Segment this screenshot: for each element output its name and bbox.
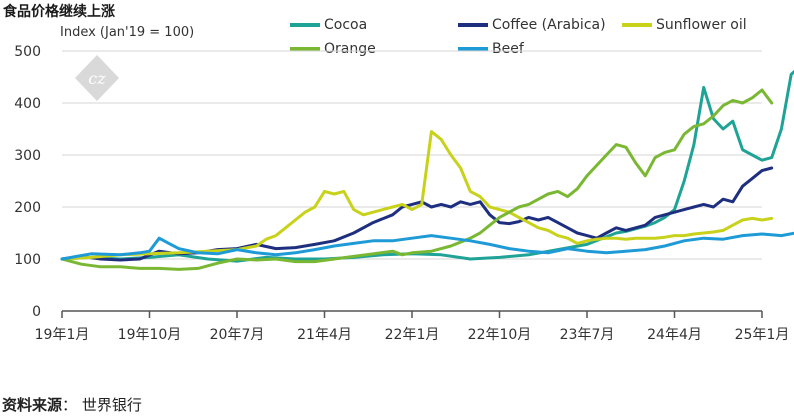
legend-swatch-coffee <box>458 23 488 27</box>
y-tick-label: 400 <box>14 96 41 112</box>
series-lines <box>60 69 794 271</box>
legend-swatch-cocoa <box>290 23 320 27</box>
legend-swatch-sunflower-oil <box>622 23 652 27</box>
legend-label-beef: Beef <box>492 41 524 57</box>
legend-item-coffee: Coffee (Arabica) <box>458 17 606 33</box>
x-tick-label: 19年10月 <box>118 327 182 343</box>
legend-item-beef: Beef <box>458 41 524 57</box>
legend-swatch-orange <box>290 47 320 51</box>
source-text: 世界银行 <box>81 396 142 414</box>
svg-text:cz: cz <box>88 69 106 88</box>
chart-subtitle: Index (Jan'19 = 100) <box>60 25 195 40</box>
legend-label-sunflower-oil: Sunflower oil <box>656 17 747 33</box>
series-line-sunflower-oil <box>60 130 774 261</box>
chart-legend: Cocoa Coffee (Arabica) Sunflower oil Ora… <box>0 13 794 61</box>
legend-label-cocoa: Cocoa <box>324 17 368 33</box>
x-tick-label: 21年4月 <box>297 327 352 343</box>
y-tick-label: 100 <box>14 252 41 268</box>
legend-label-orange: Orange <box>324 41 376 57</box>
y-tick-label: 200 <box>14 200 41 216</box>
y-tick-label: 0 <box>32 304 41 320</box>
logo-watermark: cz <box>75 55 119 101</box>
legend-swatch-beef <box>458 47 488 51</box>
series-line-orange <box>60 88 774 271</box>
line-chart: cz 0 100 200 300 400 500 19年1月 19年10月 20年7月 21年4… <box>14 44 794 343</box>
y-axis-ticks: 0 100 200 300 400 500 <box>14 44 41 320</box>
x-tick-label: 22年1月 <box>385 327 440 343</box>
x-tick-label: 19年1月 <box>35 327 90 343</box>
y-tick-label: 500 <box>14 44 41 60</box>
x-tick-label: 25年1月 <box>735 327 790 343</box>
y-tick-label: 300 <box>14 148 41 164</box>
source-note: 资料来源： 世界银行 <box>2 394 142 415</box>
legend-label-coffee: Coffee (Arabica) <box>492 17 606 33</box>
x-axis: 19年1月 19年10月 20年7月 21年4月 22年1月 22年10月 23年7月 24年… <box>35 310 790 343</box>
x-tick-label: 20年7月 <box>210 327 265 343</box>
x-tick-label: 22年10月 <box>468 327 532 343</box>
legend-item-sunflower-oil: Sunflower oil <box>622 17 747 33</box>
x-tick-label: 24年4月 <box>647 327 702 343</box>
grid-lines <box>62 50 762 260</box>
x-tick-label: 23年7月 <box>560 327 615 343</box>
series-line-beef <box>60 231 794 261</box>
legend-item-cocoa: Cocoa <box>290 17 367 33</box>
source-separator: ： <box>62 396 78 414</box>
source-label: 资料来源 <box>2 396 63 414</box>
legend-item-orange: Orange <box>290 41 376 57</box>
chart-title: 食品价格继续上涨 <box>3 4 115 20</box>
